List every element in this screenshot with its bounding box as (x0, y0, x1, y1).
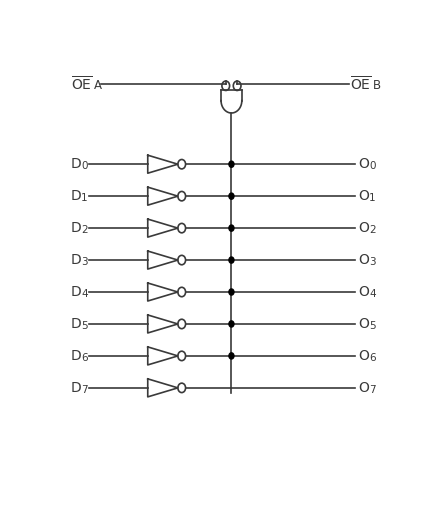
Text: 4: 4 (81, 289, 88, 299)
Text: D: D (71, 285, 82, 299)
Text: O: O (359, 221, 369, 235)
Text: 1: 1 (81, 193, 88, 203)
Text: D: D (71, 381, 82, 395)
Circle shape (229, 193, 234, 199)
Text: $\mathregular{B}$: $\mathregular{B}$ (372, 79, 381, 92)
Text: O: O (359, 381, 369, 395)
Text: 6: 6 (81, 353, 88, 363)
Text: D: D (71, 157, 82, 171)
Text: 2: 2 (369, 225, 376, 235)
Text: 7: 7 (369, 385, 376, 395)
Text: $\mathregular{A}$: $\mathregular{A}$ (92, 79, 102, 92)
Text: D: D (71, 317, 82, 331)
Text: D: D (71, 349, 82, 363)
Circle shape (229, 257, 234, 263)
Circle shape (229, 225, 234, 231)
Text: O: O (359, 285, 369, 299)
Text: 0: 0 (369, 161, 375, 171)
Circle shape (229, 321, 234, 327)
Text: O: O (359, 317, 369, 331)
Text: 2: 2 (81, 225, 88, 235)
Circle shape (229, 289, 234, 295)
Text: $\overline{\mathregular{OE}}$: $\overline{\mathregular{OE}}$ (350, 75, 372, 94)
Text: D: D (71, 221, 82, 235)
Text: 5: 5 (81, 321, 88, 331)
Circle shape (229, 161, 234, 167)
Text: 3: 3 (81, 257, 88, 267)
Text: 1: 1 (369, 193, 376, 203)
Text: O: O (359, 253, 369, 267)
Text: 3: 3 (369, 257, 376, 267)
Text: O: O (359, 189, 369, 203)
Circle shape (229, 353, 234, 359)
Text: 6: 6 (369, 353, 376, 363)
Text: 0: 0 (81, 161, 88, 171)
Text: 4: 4 (369, 289, 376, 299)
Text: $\overline{\mathregular{OE}}$: $\overline{\mathregular{OE}}$ (71, 75, 92, 94)
Text: O: O (359, 157, 369, 171)
Text: D: D (71, 189, 82, 203)
Text: 5: 5 (369, 321, 376, 331)
Text: O: O (359, 349, 369, 363)
Text: D: D (71, 253, 82, 267)
Text: 7: 7 (81, 385, 88, 395)
